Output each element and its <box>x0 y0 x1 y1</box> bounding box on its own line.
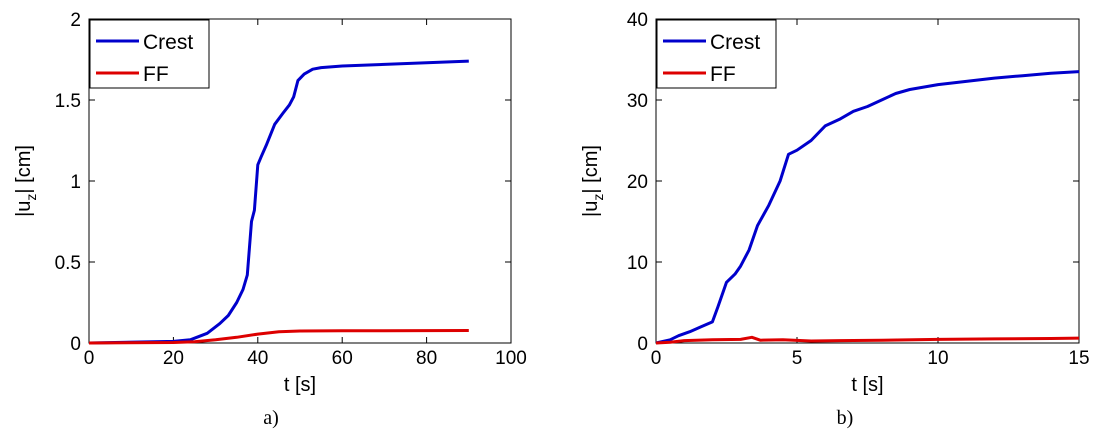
series-line-ff <box>88 329 469 345</box>
y-tick-label: 1 <box>70 172 81 193</box>
x-tick-label: 40 <box>247 348 268 369</box>
x-tick-label: 60 <box>332 348 353 369</box>
x-tick-label: 20 <box>163 348 184 369</box>
x-tick-label: 0 <box>651 348 662 369</box>
y-tick-label: 40 <box>627 10 648 31</box>
x-axis-label: t [s] <box>851 374 883 396</box>
chart-panel-a: 0 20 40 60 80 100 0 0.5 1 1.5 2 Crest FF t [s] |uz| [c… <box>13 10 527 429</box>
panel-caption: a) <box>263 407 279 429</box>
legend-label-crest: Crest <box>710 31 760 54</box>
x-tick-label: 0 <box>84 348 95 369</box>
x-tick-label: 15 <box>1068 348 1089 369</box>
legend-label-crest: Crest <box>143 31 193 54</box>
x-tick-label: 80 <box>416 348 437 369</box>
legend-box <box>656 19 777 89</box>
panel-caption: b) <box>837 407 854 429</box>
y-axis-label: |uz| [cm] <box>580 145 606 217</box>
chart-panel-b: 0 5 10 15 0 10 20 30 40 Crest FF t [s] |uz| [cm] b) <box>580 10 1090 429</box>
y-tick-label: 0 <box>70 334 81 355</box>
series-line-crest <box>655 70 1080 345</box>
legend: Crest FF <box>89 19 210 89</box>
x-tick-label: 100 <box>495 348 527 369</box>
y-tick-label: 20 <box>627 172 648 193</box>
x-tick-label: 10 <box>927 348 948 369</box>
y-tick-label: 0 <box>637 334 648 355</box>
legend-label-ff: FF <box>710 63 736 86</box>
legend: Crest FF <box>656 19 777 89</box>
x-tick-label: 5 <box>792 348 803 369</box>
x-axis-label: t [s] <box>284 374 316 396</box>
y-tick-label: 0.5 <box>55 253 81 274</box>
y-tick-label: 10 <box>627 253 648 274</box>
series-line-ff <box>655 335 1080 345</box>
y-axis-label: |uz| [cm] <box>13 145 39 217</box>
series-line-crest <box>88 59 469 345</box>
y-tick-label: 2 <box>70 10 81 31</box>
legend-box <box>89 19 210 89</box>
legend-label-ff: FF <box>143 63 169 86</box>
y-tick-label: 1.5 <box>55 91 81 112</box>
y-tick-label: 30 <box>627 91 648 112</box>
